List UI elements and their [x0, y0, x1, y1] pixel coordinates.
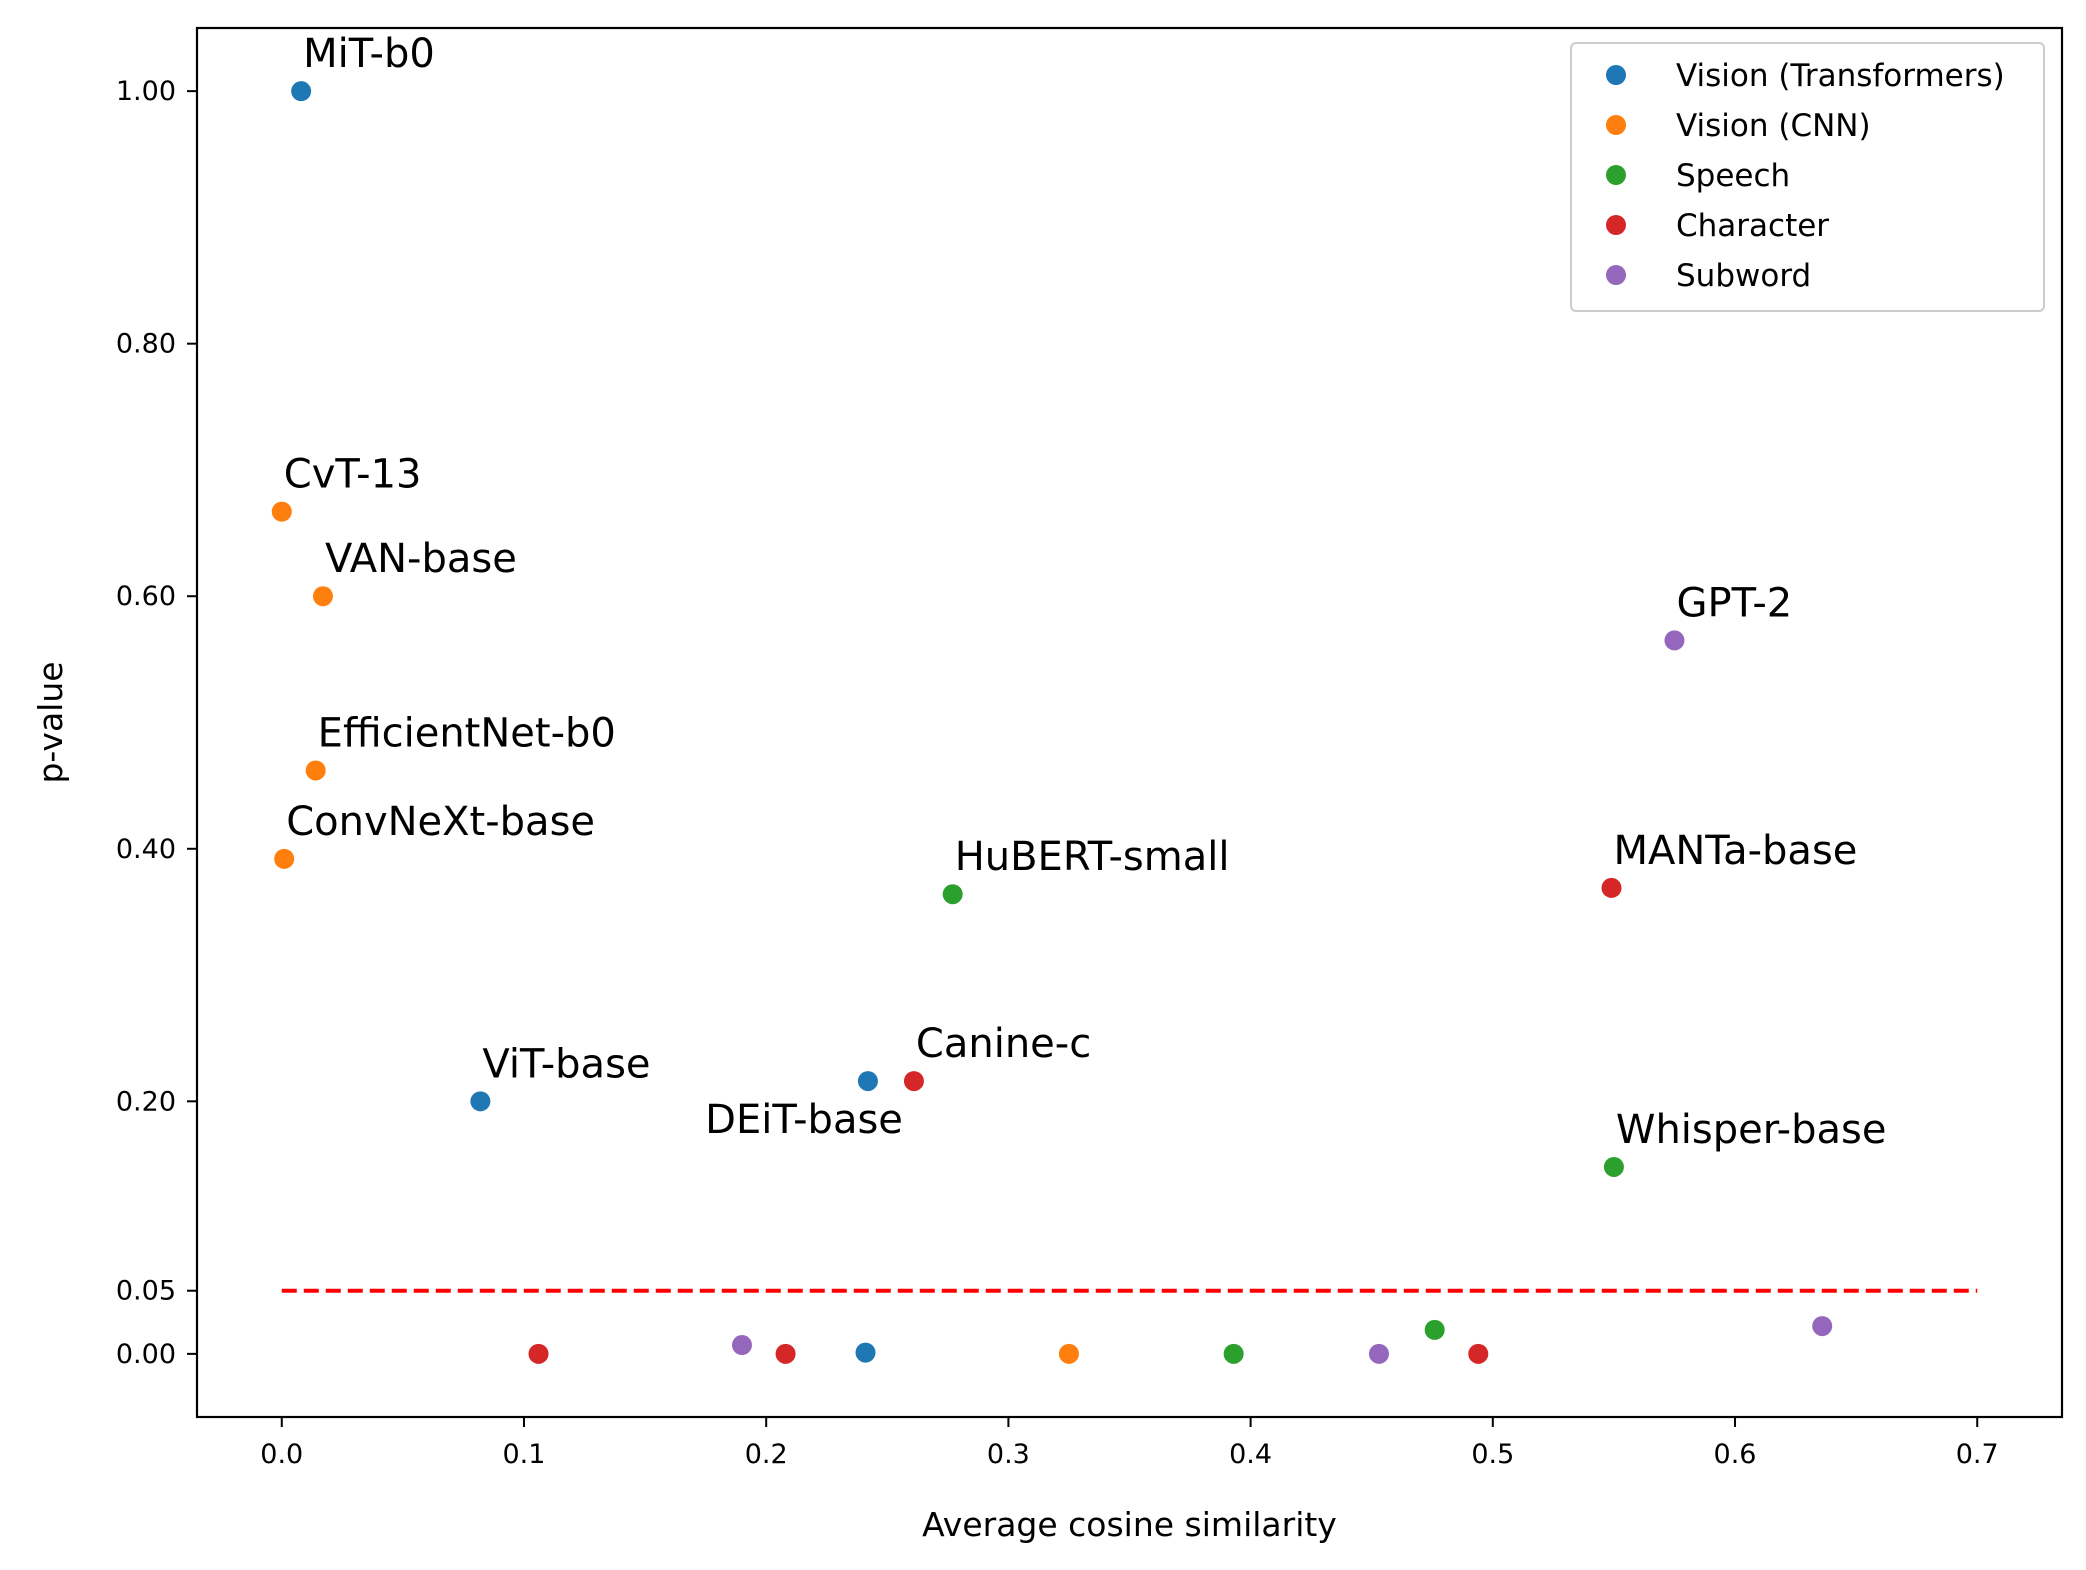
y-tick-label: 0.00 — [116, 1339, 176, 1370]
data-point — [857, 1071, 878, 1092]
legend-marker — [1606, 115, 1626, 135]
data-point — [305, 760, 326, 781]
plot-area — [271, 81, 1978, 1364]
data-point — [731, 1335, 752, 1356]
x-tick-label: 0.4 — [1229, 1439, 1272, 1470]
legend-label: Vision (Transformers) — [1676, 58, 2005, 94]
point-label: VAN-base — [325, 536, 517, 582]
point-label: MANTa-base — [1613, 828, 1857, 874]
point-label: Canine-c — [916, 1021, 1091, 1067]
legend-marker — [1606, 265, 1626, 285]
y-axis-title: p-value — [31, 661, 70, 783]
data-point — [470, 1091, 491, 1112]
legend: Vision (Transformers) Vision (CNN) Speech C… — [1570, 42, 2045, 312]
data-point — [312, 586, 333, 607]
data-point — [1424, 1319, 1445, 1340]
y-tick-label: 0.60 — [116, 581, 176, 612]
legend-marker — [1606, 215, 1626, 235]
y-tick-label: 0.80 — [116, 329, 176, 360]
axes: 0.0 0.1 0.2 0.3 0.4 0.5 0.6 0.7 0.00 0.05 0.20 0.40… — [116, 26, 2064, 1470]
point-label: GPT-2 — [1676, 580, 1792, 626]
legend-label: Character — [1676, 208, 1829, 244]
x-axis-title: Average cosine similarity — [922, 1505, 1337, 1544]
x-tick-label: 0.1 — [503, 1439, 546, 1470]
x-tick-label: 0.3 — [987, 1439, 1030, 1470]
point-label: HuBERT-small — [955, 834, 1230, 880]
legend-label: Speech — [1676, 158, 1790, 194]
y-tick-label: 1.00 — [116, 76, 176, 107]
y-tick-label: 0.05 — [116, 1276, 176, 1307]
data-point — [1468, 1343, 1489, 1364]
data-point — [942, 884, 963, 905]
x-tick-label: 0.7 — [1956, 1439, 1999, 1470]
point-label: CvT-13 — [284, 452, 422, 498]
x-tick-label: 0.0 — [260, 1439, 303, 1470]
data-point — [1664, 630, 1685, 651]
y-tick-label: 0.40 — [116, 834, 176, 865]
data-point — [1601, 877, 1622, 898]
data-point — [1223, 1343, 1244, 1364]
x-tick-label: 0.6 — [1714, 1439, 1757, 1470]
point-label: EfficientNet-b0 — [318, 710, 616, 756]
data-point — [903, 1071, 924, 1092]
data-point — [1058, 1343, 1079, 1364]
data-point — [1603, 1156, 1624, 1177]
data-point — [775, 1343, 796, 1364]
legend-marker — [1606, 165, 1626, 185]
x-tick-label: 0.2 — [745, 1439, 788, 1470]
point-label: DEiT-base — [705, 1097, 903, 1143]
point-label: ViT-base — [482, 1041, 650, 1087]
y-tick-label: 0.20 — [116, 1086, 176, 1117]
data-point — [271, 501, 292, 522]
data-point — [1812, 1316, 1833, 1337]
legend-marker — [1606, 65, 1626, 85]
data-point — [291, 81, 312, 102]
point-label: MiT-b0 — [303, 31, 435, 77]
x-tick-label: 0.5 — [1471, 1439, 1514, 1470]
data-point — [528, 1343, 549, 1364]
legend-label: Subword — [1676, 258, 1811, 294]
legend-box — [1570, 42, 2045, 312]
data-point — [1368, 1343, 1389, 1364]
data-point — [855, 1342, 876, 1363]
annotation-layer: MiT-b0 ViT-base DEiT-base CvT-13 VAN-base Eff… — [284, 31, 1887, 1153]
point-label: ConvNeXt-base — [286, 799, 595, 845]
legend-label: Vision (CNN) — [1676, 108, 1871, 144]
data-point — [274, 848, 295, 869]
axes-frame — [195, 26, 2064, 1419]
point-label: Whisper-base — [1616, 1107, 1887, 1153]
